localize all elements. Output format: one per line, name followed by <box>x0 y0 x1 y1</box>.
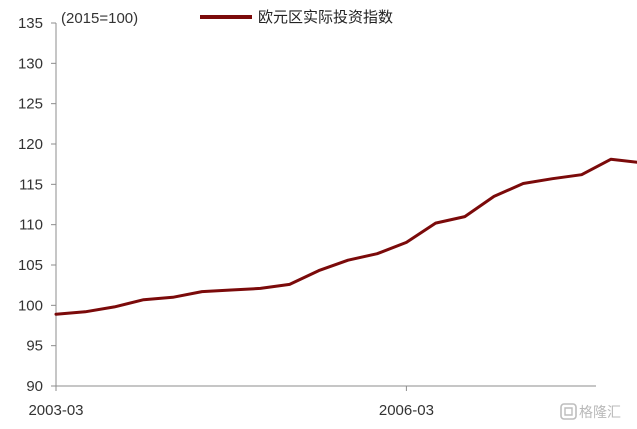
data-point <box>84 311 86 313</box>
data-point <box>347 259 349 262</box>
data-point <box>405 241 408 244</box>
x-tick-label: 2006-03 <box>379 402 434 419</box>
unit-note: (2015=100) <box>61 10 138 27</box>
data-point <box>259 287 262 290</box>
gelonghui-logo-icon <box>560 403 577 420</box>
y-tick-label: 125 <box>18 96 43 113</box>
data-point <box>55 313 57 316</box>
data-point <box>434 222 437 224</box>
data-point <box>113 306 116 308</box>
y-tick-label: 135 <box>18 15 43 32</box>
y-axis: 90 95 100 105 110 115 120 125 130 135 <box>18 15 57 395</box>
data-point <box>522 182 524 185</box>
x-tick-label: 2003-03 <box>28 402 83 419</box>
data-point <box>610 158 612 161</box>
series-line <box>54 157 637 316</box>
y-tick-label: 95 <box>26 338 43 355</box>
data-point <box>493 195 495 198</box>
x-axis: 2003-032006-032009-032012-032015-032018-… <box>28 385 596 419</box>
y-tick-label: 110 <box>19 217 43 234</box>
data-point <box>230 289 232 291</box>
legend-label: 欧元区实际投资指数 <box>258 8 393 26</box>
data-point <box>376 252 379 255</box>
watermark-text: 格隆汇 <box>579 405 621 421</box>
y-tick-label: 105 <box>18 257 43 274</box>
series-layer <box>54 157 637 316</box>
legend: 欧元区实际投资指数 <box>200 8 393 26</box>
y-tick-label: 120 <box>18 136 43 153</box>
data-point <box>464 215 466 218</box>
y-tick-label: 100 <box>18 297 43 314</box>
data-point <box>288 283 291 286</box>
watermark: 格隆汇 <box>560 403 621 421</box>
y-tick-label: 115 <box>19 176 43 193</box>
data-point <box>580 173 583 176</box>
y-tick-label: 130 <box>18 55 43 72</box>
data-point <box>142 298 145 301</box>
data-point <box>318 269 320 272</box>
data-point <box>201 290 203 293</box>
data-point <box>172 296 174 299</box>
data-point <box>551 177 554 180</box>
y-tick-label: 90 <box>26 378 43 395</box>
